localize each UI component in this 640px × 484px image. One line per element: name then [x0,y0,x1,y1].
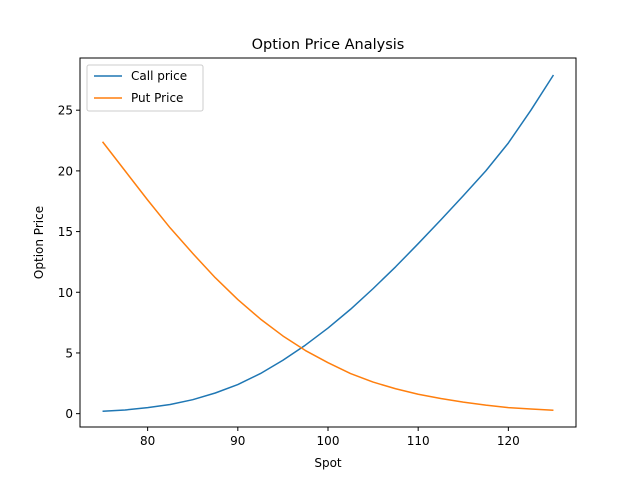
x-tick-label: 80 [140,434,155,448]
y-tick-label: 0 [65,407,73,421]
y-axis-ticks: 0 5 10 15 20 25 [58,104,80,421]
x-tick-label: 110 [407,434,430,448]
y-tick-label: 25 [58,104,73,118]
series-line-call [102,74,555,412]
series-lines [101,74,555,412]
legend: Call price Put Price [86,64,204,112]
y-tick-label: 10 [58,286,73,300]
x-tick-label: 100 [317,434,340,448]
chart-title: Option Price Analysis [252,37,405,53]
x-tick-label: 90 [230,434,245,448]
y-tick-label: 15 [58,225,73,239]
x-axis-ticks: 80 90 100 110 120 [140,427,520,448]
x-tick-label: 120 [497,434,520,448]
y-tick-label: 20 [58,164,73,178]
y-tick-label: 5 [65,346,73,360]
plot-area [80,58,576,427]
series-line-put [101,141,554,411]
legend-label-put: Put Price [131,91,183,105]
y-axis-label: Option Price [32,206,46,279]
legend-label-call: Call price [131,69,187,83]
x-axis-label: Spot [314,456,342,470]
